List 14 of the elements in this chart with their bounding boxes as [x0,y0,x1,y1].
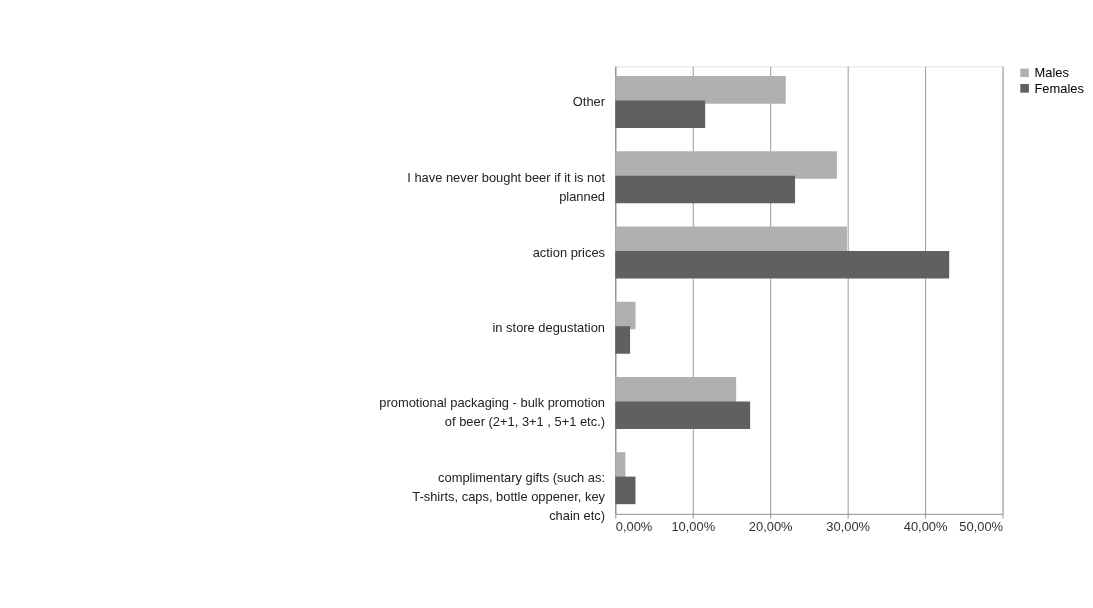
x-tick-label: 50,00% [959,518,1004,534]
x-tick-label: 30,00% [826,518,871,534]
x-tick-label: 10,00% [671,518,716,534]
x-tick-label: 0,00% [615,518,653,534]
y-tick-label: promotional packaging - bulk promotion of beer (2+1, 3+1 , 5+1 etc.) [379,395,606,430]
y-tick-label: in store degustation [492,320,606,336]
x-tick-label: 40,00% [903,518,948,534]
y-tick-label: complimentary gifts (such as: T-shirts, caps, bottle oppener, key chain etc) [412,470,606,524]
x-tick-label: 20,00% [748,518,793,534]
y-tick-label: Other [572,94,606,110]
legend-label: Females [1034,80,1084,96]
y-tick-label: action prices [532,244,606,260]
legend-label: Males [1034,65,1069,81]
y-tick-label: I have never bought beer if it is not planned [407,169,606,204]
